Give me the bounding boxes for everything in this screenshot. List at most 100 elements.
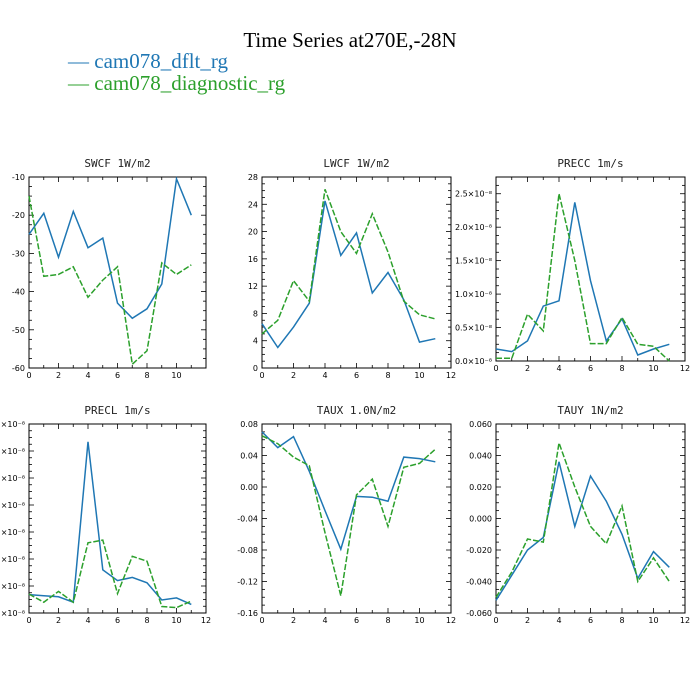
x-tick-label: 2 — [525, 616, 530, 625]
x-tick-label: 6 — [588, 616, 593, 625]
axis-frame — [262, 424, 451, 613]
y-tick-label: 20 — [248, 228, 258, 237]
axis-frame — [496, 177, 685, 361]
y-tick-label: 1.0×10⁻⁸ — [455, 290, 492, 299]
x-tick-label: 2 — [525, 364, 530, 373]
x-tick-label: 10 — [171, 371, 181, 380]
y-tick-label: 5×10⁻⁸ — [0, 420, 25, 429]
series-line-diagnostic — [29, 540, 191, 608]
series-line-dflt — [29, 442, 191, 605]
y-tick-label: -30 — [12, 249, 25, 258]
panel-title: SWCF 1W/m2 — [84, 157, 150, 170]
x-tick-label: 2 — [56, 371, 61, 380]
series-line-dflt — [262, 201, 435, 348]
x-tick-label: 12 — [680, 616, 690, 625]
y-tick-label: -40 — [12, 288, 25, 297]
y-tick-label: 0.060 — [469, 420, 492, 429]
y-tick-label: ×10⁻⁸ — [1, 528, 25, 537]
x-tick-label: 12 — [680, 364, 690, 373]
panel-title: LWCF 1W/m2 — [323, 157, 389, 170]
x-tick-label: 4 — [322, 371, 327, 380]
y-tick-label: 0.00 — [240, 483, 258, 492]
y-tick-label: 2.0×10⁻⁸ — [455, 223, 492, 232]
x-tick-label: 10 — [414, 616, 424, 625]
panel-2: PRECC 1m/s 0 2 4 6 8 10 12 0.0×10⁻⁸ 0.5×10⁻⁸ 1.0×1… — [455, 157, 690, 373]
series-line-diagnostic — [262, 436, 435, 596]
x-tick-label: 6 — [115, 371, 120, 380]
x-tick-label: 8 — [619, 616, 624, 625]
y-tick-label: -0.08 — [237, 546, 258, 555]
x-tick-label: 0 — [259, 616, 264, 625]
x-tick-label: 0 — [493, 616, 498, 625]
y-tick-label: -0.040 — [466, 578, 492, 587]
y-tick-label: ×10⁻⁸ — [1, 555, 25, 564]
axis-frame — [29, 424, 206, 613]
axis-frame — [496, 424, 685, 613]
x-tick-label: 12 — [446, 616, 456, 625]
panel-title: PRECC 1m/s — [557, 157, 623, 170]
y-tick-label: ×10⁻⁸ — [1, 501, 25, 510]
x-tick-label: 4 — [322, 616, 327, 625]
panel-0: SWCF 1W/m2 0 2 4 6 8 10 -60 -50 -40 -30 -20 -10 — [12, 157, 206, 380]
x-tick-label: 4 — [556, 616, 561, 625]
x-tick-label: 10 — [414, 371, 424, 380]
x-tick-label: 10 — [648, 364, 658, 373]
x-tick-label: 0 — [259, 371, 264, 380]
y-tick-label: -20 — [12, 211, 25, 220]
y-tick-label: -0.020 — [466, 546, 492, 555]
x-tick-label: 4 — [85, 616, 90, 625]
series-line-dflt — [29, 179, 191, 318]
y-tick-label: -0.16 — [237, 609, 258, 618]
y-tick-label: -0.12 — [237, 578, 258, 587]
y-tick-label: 0.040 — [469, 452, 492, 461]
y-tick-label: 0 — [253, 364, 258, 373]
series-line-diagnostic — [496, 194, 669, 361]
x-tick-label: 6 — [354, 371, 359, 380]
y-tick-label: 0.5×10⁻⁸ — [455, 324, 492, 333]
panel-3: PRECL 1m/s 0 2 4 6 8 10 12 ×10⁻⁸ ×10⁻⁸ ×10⁻⁸ ×10⁻⁸ ×… — [0, 404, 211, 625]
charts-svg: SWCF 1W/m20 2 4 6 8 10-60-50-40-30-20-10LWCF … — [0, 0, 700, 700]
y-tick-label: 8 — [253, 309, 258, 318]
y-tick-label: 1.5×10⁻⁸ — [455, 257, 492, 266]
y-tick-label: -60 — [12, 364, 25, 373]
y-tick-label: 28 — [248, 173, 258, 182]
x-tick-label: 4 — [556, 364, 561, 373]
x-tick-label: 2 — [56, 616, 61, 625]
x-tick-label: 2 — [291, 616, 296, 625]
x-tick-label: 10 — [171, 616, 181, 625]
y-tick-label: ×10⁻⁸ — [1, 474, 25, 483]
y-tick-label: 0.020 — [469, 483, 492, 492]
axis-frame — [262, 177, 451, 368]
x-tick-label: 0 — [26, 371, 31, 380]
x-tick-label: 6 — [354, 616, 359, 625]
y-tick-label: ×10⁻⁸ — [1, 447, 25, 456]
panel-4: TAUX 1.0N/m2 0 2 4 6 8 10 12 -0.16 -0.12 -0.08 -0.0… — [237, 404, 456, 625]
y-tick-label: 24 — [248, 200, 258, 209]
x-tick-label: 8 — [385, 616, 390, 625]
x-tick-label: 0 — [26, 616, 31, 625]
y-tick-label: 16 — [248, 255, 258, 264]
y-tick-label: -10 — [12, 173, 25, 182]
x-tick-label: 0 — [493, 364, 498, 373]
series-line-diagnostic — [496, 443, 669, 597]
panel-title: TAUX 1.0N/m2 — [317, 404, 396, 417]
x-tick-label: 10 — [648, 616, 658, 625]
y-tick-label: 0.000 — [469, 515, 492, 524]
y-tick-label: -50 — [12, 326, 25, 335]
y-tick-label: ×10⁻⁸ — [1, 609, 25, 618]
panel-title: PRECL 1m/s — [84, 404, 150, 417]
y-tick-label: ×10⁻⁸ — [1, 582, 25, 591]
x-tick-label: 8 — [144, 371, 149, 380]
series-line-dflt — [262, 432, 435, 549]
x-tick-label: 8 — [144, 616, 149, 625]
panel-5: TAUY 1N/m2 0 2 4 6 8 10 12 -0.060 -0.040 -0.020 0.0… — [466, 404, 690, 625]
y-tick-label: 12 — [248, 282, 258, 291]
y-tick-label: -0.060 — [466, 609, 492, 618]
series-line-diagnostic — [29, 196, 191, 364]
y-tick-label: 4 — [253, 337, 258, 346]
x-tick-label: 8 — [619, 364, 624, 373]
y-tick-label: 0.04 — [240, 452, 258, 461]
series-line-dflt — [496, 462, 669, 601]
x-tick-label: 12 — [446, 371, 456, 380]
